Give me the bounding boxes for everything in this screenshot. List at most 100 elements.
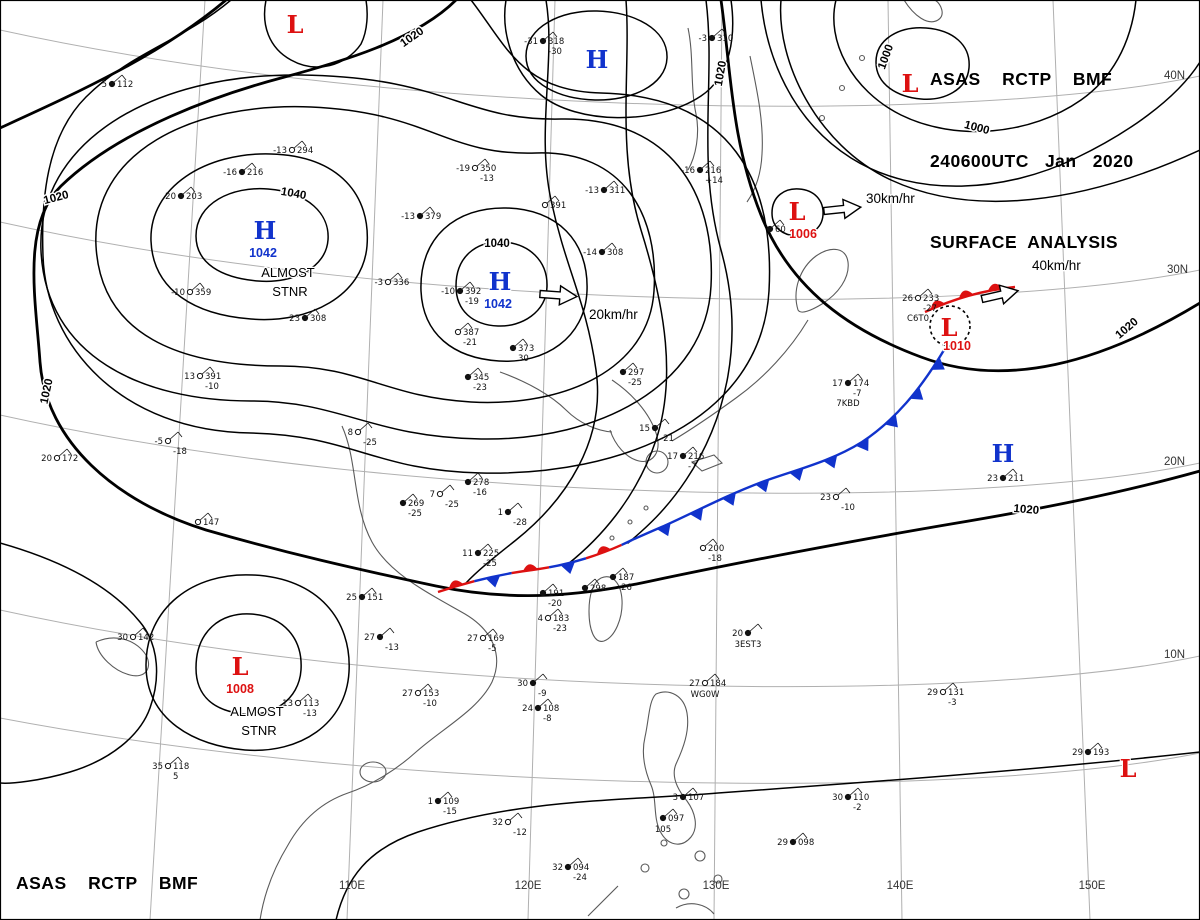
- station-value: 373: [518, 344, 534, 354]
- station-value: -13: [303, 709, 317, 719]
- station-value: 29: [1072, 748, 1083, 758]
- station-value: 11: [462, 549, 473, 559]
- motion-arrow: [539, 284, 579, 307]
- station-circle-icon: [177, 192, 185, 200]
- station-value: -31: [524, 37, 538, 47]
- station-circle-icon: [539, 589, 547, 597]
- isobar-label: 1020: [398, 25, 426, 50]
- isobar-line: [504, 0, 734, 119]
- station-value: 20: [732, 629, 743, 639]
- station-circle-icon: [914, 294, 922, 302]
- coastline-shikoku: [690, 454, 723, 472]
- station-value: -15: [443, 807, 457, 817]
- cold-front-pip: [884, 414, 898, 428]
- station-circle-icon: [701, 679, 709, 687]
- station-circle-icon: [196, 372, 204, 380]
- station-plot: -13 311: [585, 180, 625, 196]
- station-plot: 60: [766, 219, 786, 235]
- coastline-palawan: [587, 885, 619, 917]
- station-value: -19: [465, 297, 479, 307]
- station-value: 153: [423, 689, 439, 699]
- station-value: 391: [205, 372, 221, 382]
- station-plot: 27 -13: [364, 627, 399, 653]
- station-plot: 30 142: [117, 627, 154, 643]
- station-circle-icon: [696, 166, 704, 174]
- station-id: WG0W: [691, 690, 720, 700]
- station-circle-icon: [539, 37, 547, 45]
- station-id: 105: [655, 825, 671, 835]
- station-value: 1: [428, 797, 433, 807]
- isobar-line-bold-1020: [32, 0, 1200, 598]
- latitude-label: 10N: [1164, 649, 1185, 661]
- title-line-2: 240600UTC Jan 2020: [930, 150, 1134, 171]
- station-value: 392: [465, 287, 481, 297]
- station-value: -18: [708, 554, 722, 564]
- isobar-label: 1040: [484, 238, 510, 250]
- pressure-center-low: L: [789, 197, 806, 226]
- station-circle-icon: [416, 212, 424, 220]
- coastline-tonkin: [95, 637, 150, 677]
- longitude-label: 110E: [339, 880, 365, 892]
- parallel-line: [0, 414, 1200, 494]
- station-value: 27: [402, 689, 413, 699]
- station-value: 379: [425, 212, 441, 222]
- station-value: -23: [473, 383, 487, 393]
- station-value: -10: [441, 287, 455, 297]
- station-value: 391: [550, 201, 566, 211]
- station-plot: 32 094-24: [552, 857, 589, 883]
- pressure-center-low: L: [941, 313, 958, 342]
- station-circle-icon: [529, 679, 537, 687]
- station-plot: -13 294: [273, 140, 313, 156]
- station-circle-icon: [294, 699, 302, 707]
- station-value: 17: [667, 452, 678, 462]
- motion-arrow: [822, 198, 863, 220]
- station-value: 294: [297, 146, 313, 156]
- island: [713, 874, 723, 884]
- station-value: -10: [423, 699, 437, 709]
- station-circle-icon: [832, 493, 840, 501]
- station-value: -18: [173, 447, 187, 457]
- station-value: 109: [443, 797, 459, 807]
- station-plot: 5 112: [102, 74, 133, 90]
- kuril-island: [838, 84, 846, 92]
- station-value: 5: [102, 80, 107, 90]
- station-circle-icon: [399, 499, 407, 507]
- station-circle-icon: [679, 793, 687, 801]
- station-value: 318: [548, 37, 564, 47]
- station-circle-icon: [384, 278, 392, 286]
- station-value: -28: [513, 518, 527, 528]
- station-value: 35: [152, 762, 163, 772]
- station-value: 108: [543, 704, 559, 714]
- station-value: 118: [173, 762, 189, 772]
- station-circle-icon: [544, 614, 552, 622]
- station-id: C6T0: [907, 314, 929, 324]
- latitude-label: 40N: [1164, 70, 1185, 82]
- motion-speed-label: 30km/hr: [866, 191, 915, 206]
- station-value: 27: [467, 634, 478, 644]
- pressure-center-value: 1008: [226, 682, 254, 696]
- parallel-line: [0, 717, 1200, 784]
- station-value: -5: [155, 437, 163, 447]
- station-plot: 3 107: [673, 787, 704, 803]
- longitude-label: 140E: [887, 880, 914, 892]
- station-plot: 27 153-10: [402, 683, 439, 709]
- station-circle-icon: [53, 454, 61, 462]
- station-value: 308: [607, 248, 623, 258]
- station-plot: 187-26: [609, 567, 634, 593]
- warm-front-pip: [958, 290, 974, 299]
- station-circle-icon: [456, 287, 464, 295]
- isobar-line: [760, 0, 1200, 187]
- isobar-line: [465, 0, 599, 584]
- isobar-line: [335, 751, 1200, 920]
- station-circle-icon: [509, 344, 517, 352]
- station-value: 298: [590, 584, 606, 594]
- station-value: 278: [473, 478, 489, 488]
- station-value: 15: [639, 424, 650, 434]
- island: [640, 863, 650, 873]
- meridian-line: [149, 0, 206, 920]
- coastline-sakhalin: [746, 55, 763, 203]
- station-value: 30: [517, 679, 528, 689]
- station-plot: -3 310: [699, 28, 733, 44]
- station-value: 191: [548, 589, 564, 599]
- pressure-center-value: 1010: [943, 339, 971, 353]
